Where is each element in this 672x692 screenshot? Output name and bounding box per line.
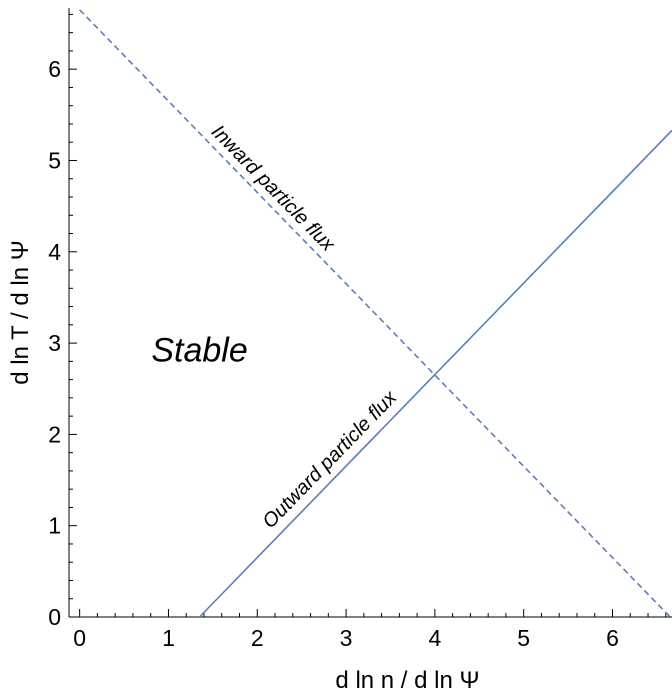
series-group xyxy=(79,9,672,618)
y-tick-label: 4 xyxy=(48,239,61,265)
y-tick-label: 5 xyxy=(48,147,61,173)
x-tick-label: 5 xyxy=(517,625,530,651)
y-tick-label: 2 xyxy=(48,421,61,447)
axes xyxy=(68,8,672,618)
inward-flux-label: Inward particle flux xyxy=(207,121,340,257)
outward-flux-line xyxy=(198,129,672,618)
x-tick-label: 0 xyxy=(73,625,86,651)
y-tick-label: 0 xyxy=(48,604,61,630)
y-tick-label: 1 xyxy=(48,513,61,539)
x-tick-label: 4 xyxy=(428,625,441,651)
stable-region-label: Stable xyxy=(151,331,247,369)
outward-flux-label: Outward particle flux xyxy=(258,386,401,533)
y-tick-label: 3 xyxy=(48,330,61,356)
x-tick-label: 2 xyxy=(251,625,264,651)
inward-flux-line xyxy=(79,9,671,618)
x-axis-label: d ln n / d ln Ψ xyxy=(335,667,479,692)
x-tick-label: 3 xyxy=(340,625,353,651)
x-tick-label: 6 xyxy=(606,625,619,651)
x-tick-label: 1 xyxy=(162,625,175,651)
ticks: 0 1 2 3 4 5 6 0 1 2 3 4 5 6 xyxy=(48,13,667,651)
labels: d ln n / d ln Ψ d ln T / d ln Ψ Inward p… xyxy=(7,121,480,692)
y-axis-label: d ln T / d ln Ψ xyxy=(7,240,34,385)
y-tick-label: 6 xyxy=(48,56,61,82)
